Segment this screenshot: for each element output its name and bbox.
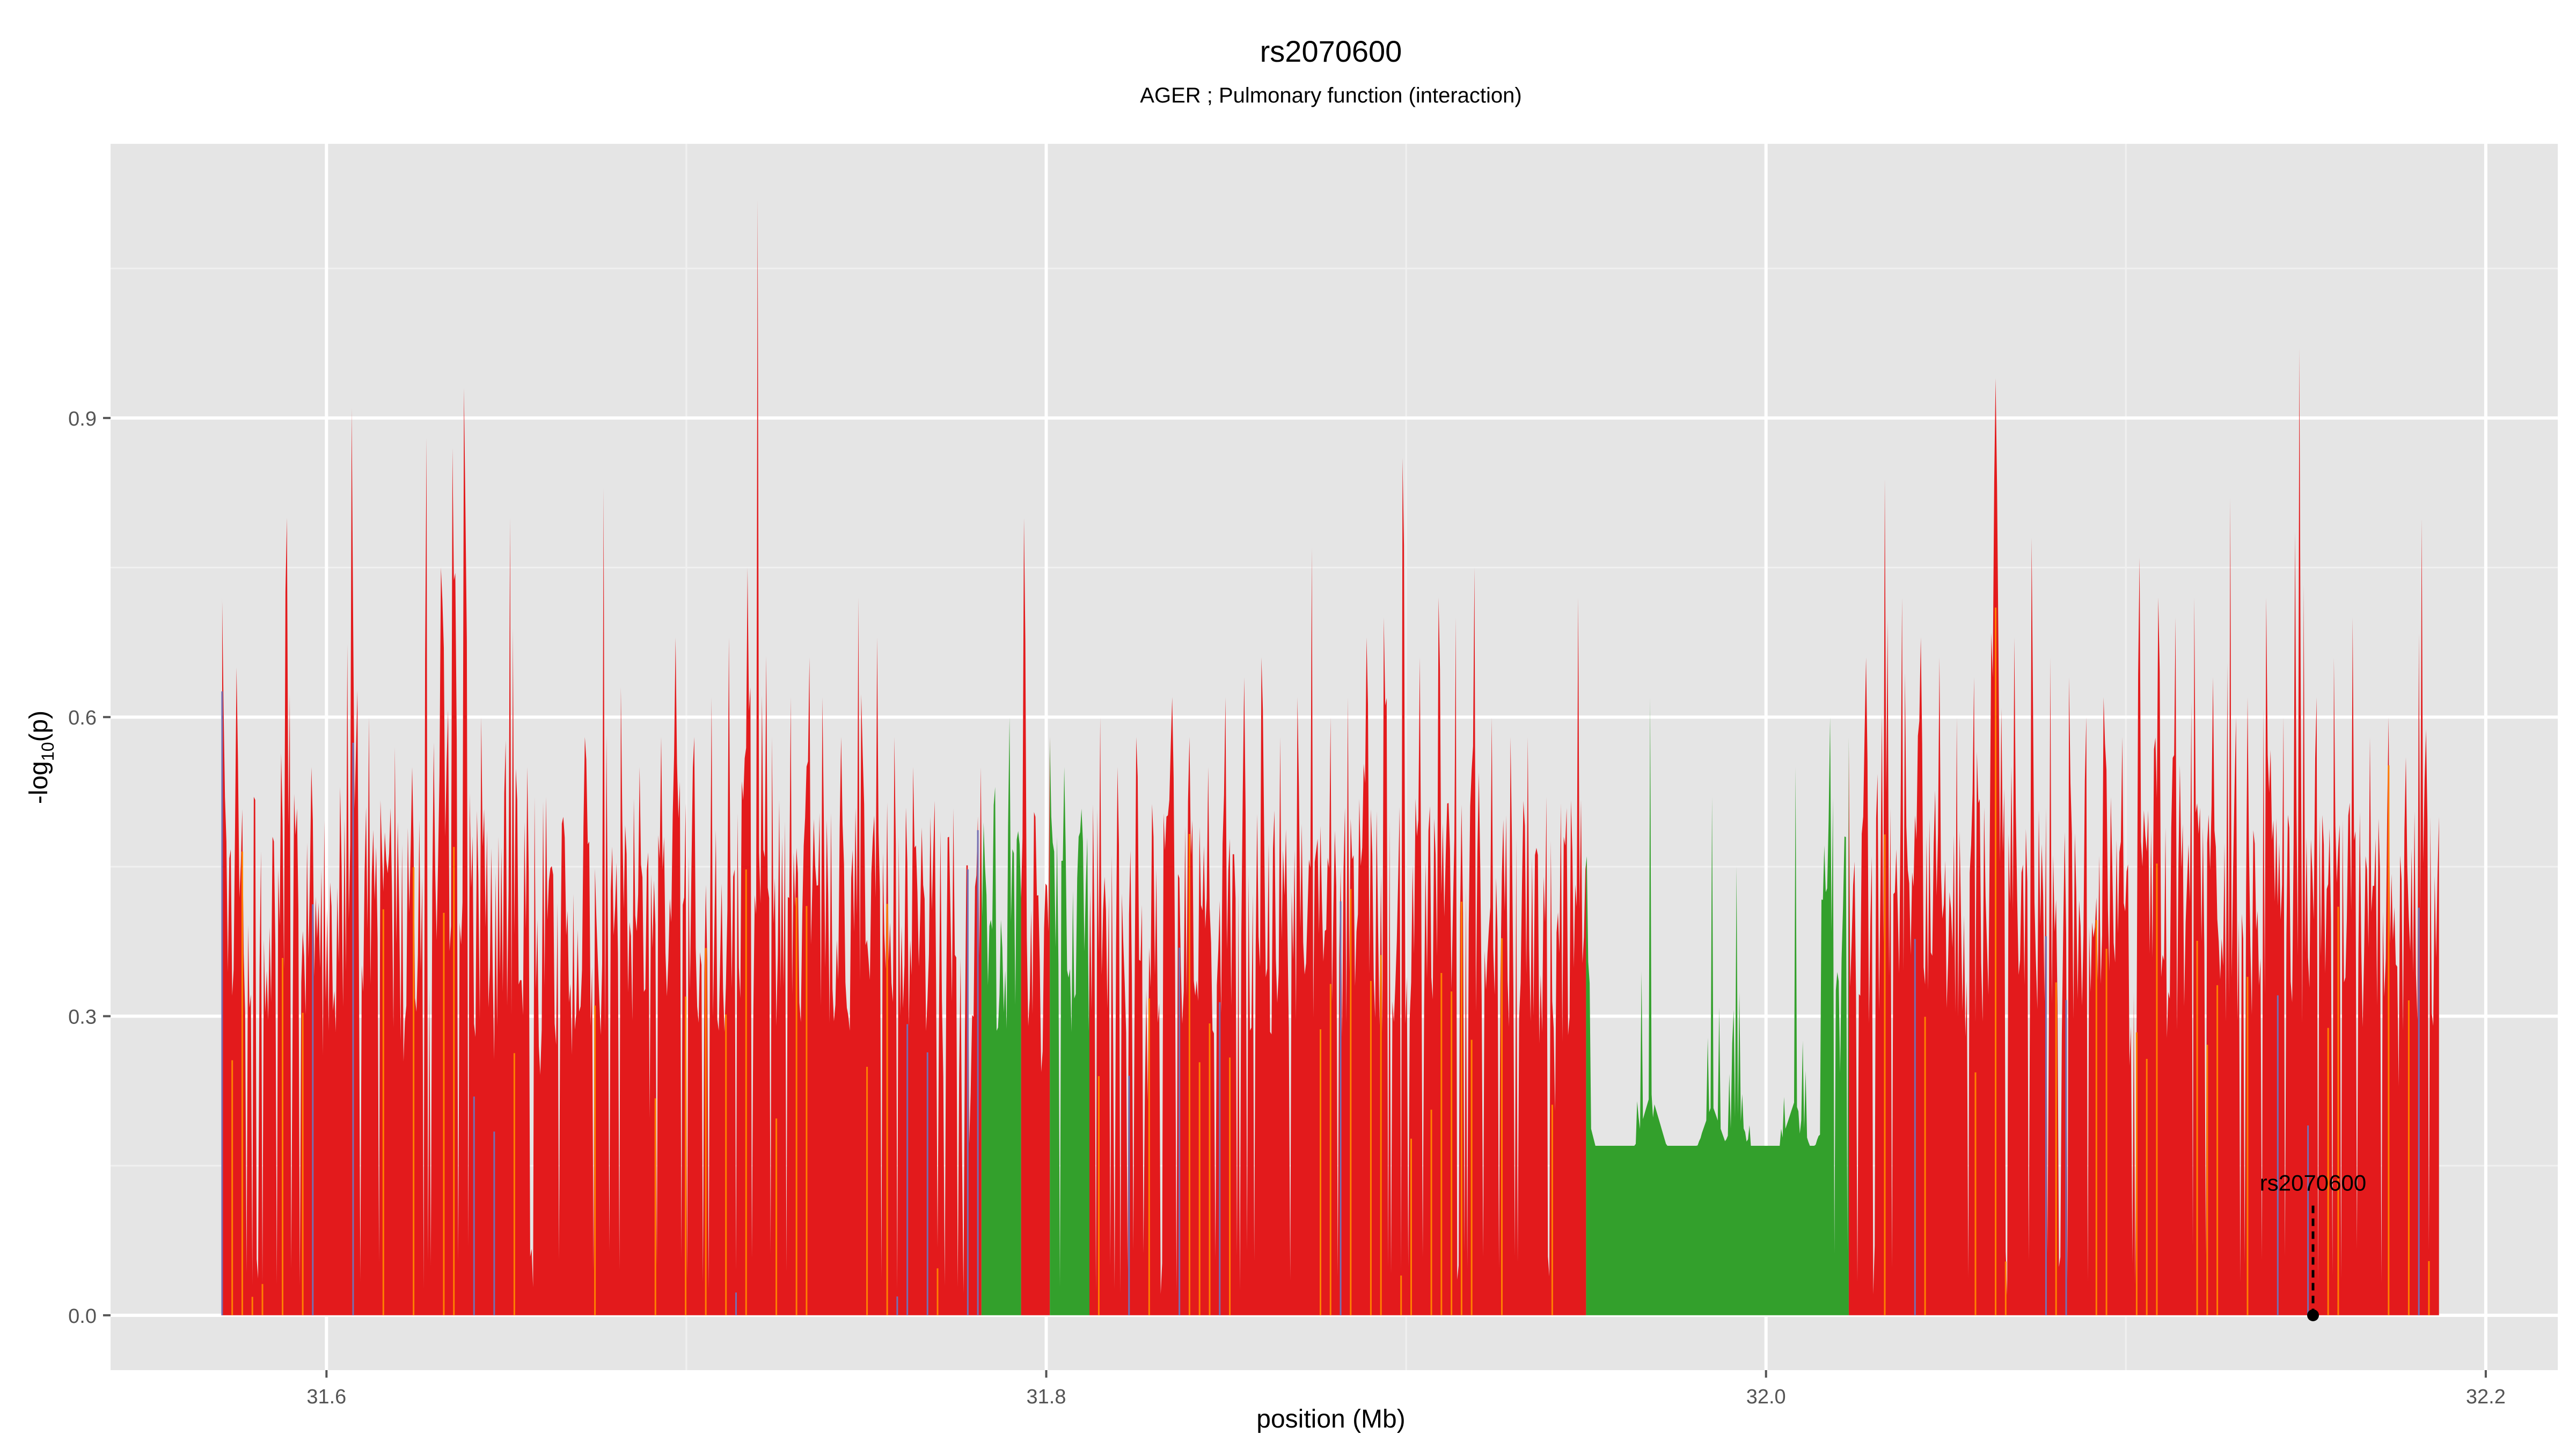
y-tick-label: 0.3 [68,1006,97,1029]
signal-area-33a02c [1586,697,1849,1315]
chart-title: rs2070600 [1260,34,1402,68]
signal-area [221,199,2439,1315]
x-tick-label: 32.0 [1746,1386,1786,1408]
signal-area-33a02c [981,717,1021,1315]
y-tick-label: 0.6 [68,707,97,729]
x-tick-label: 32.2 [2466,1386,2506,1408]
annotation-point [2307,1309,2319,1321]
signal-area-e31a1c [222,199,982,1315]
x-tick-label: 31.8 [1027,1386,1066,1408]
y-tick-label: 0.0 [68,1305,97,1328]
y-axis-title-pre: -log [25,761,53,804]
annotation-label: rs2070600 [2260,1170,2367,1195]
x-tick-label: 31.6 [306,1386,346,1408]
signal-area-33a02c [1050,738,1090,1315]
x-axis-title: position (Mb) [1256,1405,1405,1433]
x-axis-ticks: 31.6 31.8 32.0 32.2 [306,1370,2506,1408]
y-axis-title-post: (p) [25,711,53,742]
chart-subtitle: AGER ; Pulmonary function (interaction) [1140,84,1521,107]
annotations: rs2070600 [2260,1170,2367,1321]
y-axis-title-sub: 10 [38,742,57,762]
y-tick-label: 0.9 [68,408,97,430]
signal-area-e31a1c [1021,517,1050,1315]
y-axis-title: -log10(p) [25,711,57,804]
signal-hairlines [221,608,2430,1315]
y-axis-ticks: 0.0 0.3 0.6 0.9 [68,408,111,1328]
